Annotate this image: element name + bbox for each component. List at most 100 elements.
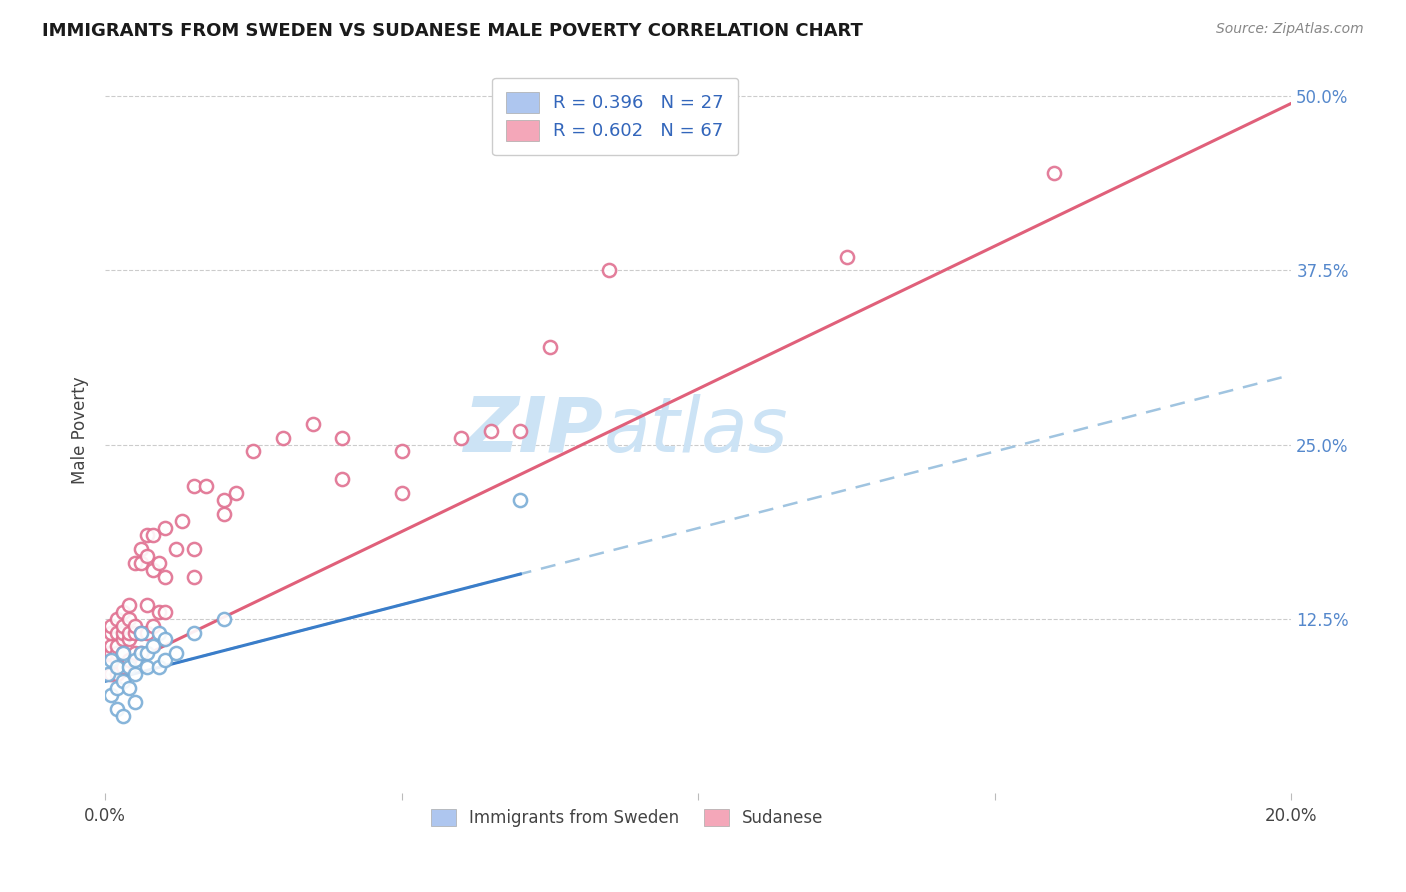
Point bbox=[118, 598, 141, 612]
Point bbox=[105, 667, 128, 681]
Point bbox=[118, 653, 141, 667]
Point bbox=[242, 444, 264, 458]
Point bbox=[135, 528, 157, 542]
Point bbox=[129, 541, 152, 556]
Point bbox=[450, 431, 472, 445]
Point bbox=[271, 431, 294, 445]
Point bbox=[100, 618, 122, 632]
Y-axis label: Male Poverty: Male Poverty bbox=[72, 376, 89, 484]
Point bbox=[148, 625, 170, 640]
Point bbox=[183, 479, 205, 493]
Point bbox=[129, 625, 152, 640]
Point bbox=[111, 647, 134, 661]
Point bbox=[165, 541, 187, 556]
Point bbox=[538, 340, 561, 354]
Text: Source: ZipAtlas.com: Source: ZipAtlas.com bbox=[1216, 22, 1364, 37]
Point bbox=[105, 653, 128, 667]
Point bbox=[97, 647, 120, 661]
Point bbox=[105, 660, 128, 674]
Point bbox=[142, 528, 165, 542]
Point bbox=[183, 625, 205, 640]
Point bbox=[225, 486, 247, 500]
Point bbox=[100, 688, 122, 702]
Point bbox=[212, 493, 235, 508]
Point bbox=[153, 521, 176, 535]
Text: ZIP: ZIP bbox=[464, 393, 603, 467]
Point bbox=[153, 653, 176, 667]
Point bbox=[97, 660, 120, 674]
Point bbox=[135, 598, 157, 612]
Point bbox=[135, 625, 157, 640]
Point bbox=[153, 605, 176, 619]
Point bbox=[172, 514, 194, 528]
Point bbox=[509, 424, 531, 438]
Point bbox=[301, 417, 323, 431]
Point bbox=[111, 618, 134, 632]
Point bbox=[111, 632, 134, 647]
Point bbox=[111, 674, 134, 689]
Point bbox=[135, 549, 157, 563]
Point bbox=[111, 605, 134, 619]
Point bbox=[148, 660, 170, 674]
Point bbox=[135, 647, 157, 661]
Point bbox=[111, 660, 134, 674]
Point bbox=[135, 660, 157, 674]
Point bbox=[129, 647, 152, 661]
Point bbox=[105, 611, 128, 625]
Point bbox=[142, 640, 165, 654]
Point bbox=[148, 556, 170, 570]
Point bbox=[165, 647, 187, 661]
Point bbox=[332, 431, 354, 445]
Point bbox=[124, 653, 146, 667]
Point bbox=[129, 625, 152, 640]
Point bbox=[100, 640, 122, 654]
Point bbox=[153, 570, 176, 584]
Point bbox=[100, 647, 122, 661]
Point bbox=[97, 667, 120, 681]
Point bbox=[509, 493, 531, 508]
Point bbox=[111, 709, 134, 723]
Point bbox=[111, 625, 134, 640]
Point bbox=[391, 444, 413, 458]
Point bbox=[835, 250, 858, 264]
Point bbox=[100, 653, 122, 667]
Text: atlas: atlas bbox=[603, 393, 787, 467]
Point bbox=[118, 611, 141, 625]
Point bbox=[118, 681, 141, 696]
Point bbox=[183, 541, 205, 556]
Point bbox=[105, 702, 128, 716]
Point bbox=[105, 625, 128, 640]
Text: IMMIGRANTS FROM SWEDEN VS SUDANESE MALE POVERTY CORRELATION CHART: IMMIGRANTS FROM SWEDEN VS SUDANESE MALE … bbox=[42, 22, 863, 40]
Point bbox=[183, 570, 205, 584]
Point bbox=[598, 263, 620, 277]
Point bbox=[124, 625, 146, 640]
Legend: Immigrants from Sweden, Sudanese: Immigrants from Sweden, Sudanese bbox=[422, 800, 832, 835]
Point bbox=[153, 632, 176, 647]
Point bbox=[105, 640, 128, 654]
Point bbox=[124, 556, 146, 570]
Point bbox=[148, 605, 170, 619]
Point bbox=[479, 424, 502, 438]
Point bbox=[105, 647, 128, 661]
Point bbox=[1043, 166, 1066, 180]
Point bbox=[212, 507, 235, 521]
Point bbox=[100, 667, 122, 681]
Point bbox=[111, 647, 134, 661]
Point bbox=[212, 611, 235, 625]
Point bbox=[195, 479, 218, 493]
Point bbox=[105, 681, 128, 696]
Point bbox=[124, 647, 146, 661]
Point bbox=[129, 556, 152, 570]
Point bbox=[118, 660, 141, 674]
Point bbox=[124, 618, 146, 632]
Point bbox=[391, 486, 413, 500]
Point bbox=[100, 625, 122, 640]
Point bbox=[124, 667, 146, 681]
Point bbox=[118, 625, 141, 640]
Point bbox=[124, 695, 146, 709]
Point bbox=[118, 632, 141, 647]
Point bbox=[142, 618, 165, 632]
Point bbox=[142, 563, 165, 577]
Point bbox=[332, 472, 354, 486]
Point bbox=[129, 647, 152, 661]
